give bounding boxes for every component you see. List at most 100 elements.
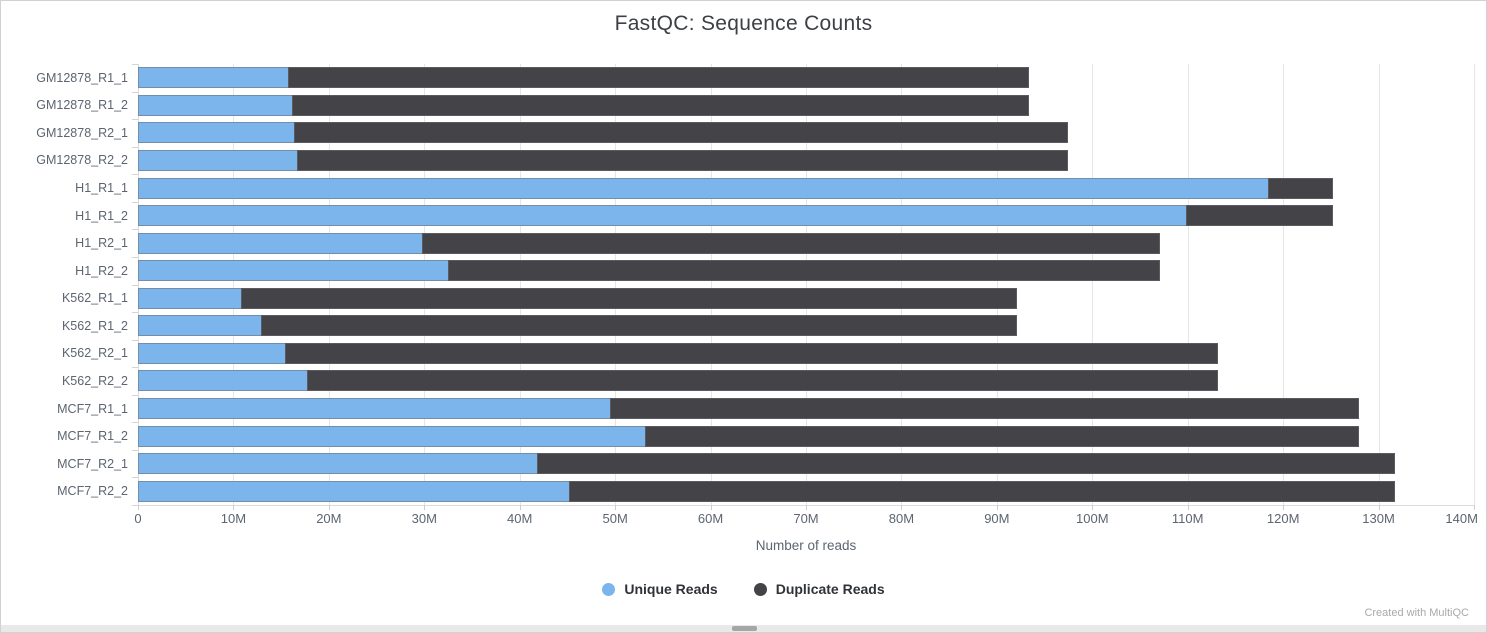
x-axis-title: Number of reads: [755, 538, 857, 553]
legend-marker-icon: [753, 582, 767, 596]
x-tickmark: [901, 505, 903, 510]
x-tickmark: [1283, 505, 1285, 510]
stacked-bar: [138, 398, 1360, 420]
x-tick-label: 110M: [1171, 511, 1204, 526]
y-axis-labels: GM12878_R1_1 GM12878_R1_2 GM12878_R2_1 GM12…: [1, 64, 128, 505]
y-axis-line: [138, 64, 139, 505]
horizontal-scrollbar-track[interactable]: [1, 625, 1486, 632]
x-tickmark: [1474, 505, 1475, 510]
x-tickmark: [233, 505, 235, 510]
x-tickmark: [424, 505, 426, 510]
bar-segment-unique-reads: [138, 480, 571, 502]
stacked-bar: [138, 287, 1017, 309]
stacked-bar: [138, 67, 1030, 89]
x-tick-label: 120M: [1266, 511, 1300, 526]
x-tick-label: 70M: [793, 511, 819, 526]
y-tickmark: [132, 64, 138, 65]
stacked-bar: [138, 260, 1160, 282]
y-axis-label: H1_R1_1: [75, 181, 128, 196]
x-tick-label: 40M: [507, 511, 533, 526]
bar-segment-duplicate-reads: [569, 480, 1395, 502]
stacked-bar: [138, 232, 1160, 254]
bar-row: [138, 119, 1474, 147]
y-tickmark: [132, 477, 138, 479]
x-tick-label: 100M: [1076, 511, 1109, 526]
stacked-bar: [138, 122, 1069, 144]
y-tickmark: [132, 146, 138, 148]
bar-segment-duplicate-reads: [536, 453, 1395, 475]
bar-row: [138, 450, 1474, 478]
bar-row: [138, 367, 1474, 395]
y-axis-label: K562_R1_1: [61, 291, 128, 306]
stacked-bar: [138, 149, 1069, 171]
bar-row: [138, 202, 1474, 230]
stacked-bar: [138, 205, 1333, 227]
bar-segment-unique-reads: [138, 425, 646, 447]
y-axis-label: GM12878_R2_2: [36, 153, 128, 168]
y-axis-label: MCF7_R1_1: [57, 401, 128, 416]
y-axis-label: MCF7_R2_1: [57, 456, 128, 471]
bar-segment-duplicate-reads: [287, 67, 1030, 89]
x-tick-label: 130M: [1362, 511, 1395, 526]
bar-segment-unique-reads: [138, 453, 538, 475]
x-tickmark: [519, 505, 521, 510]
y-tickmark: [132, 449, 138, 451]
gridline: [615, 64, 617, 505]
x-tickmark: [806, 505, 807, 510]
x-tickmark: [138, 505, 139, 510]
plot-area: [138, 64, 1475, 505]
bar-segment-unique-reads: [138, 94, 293, 116]
y-axis-label: H1_R2_1: [75, 236, 128, 251]
legend-marker-icon: [602, 582, 616, 596]
x-tickmark: [1187, 505, 1189, 510]
bar-segment-duplicate-reads: [644, 425, 1360, 447]
bar-row: [138, 285, 1474, 313]
gridline: [1474, 64, 1475, 505]
multiqc-watermark: Created with MultiQC: [1364, 607, 1469, 619]
stacked-bar: [138, 370, 1219, 392]
bar-segment-duplicate-reads: [261, 315, 1017, 337]
stacked-bar: [138, 342, 1219, 364]
gridline: [233, 64, 235, 505]
x-tick-label: 0: [134, 511, 142, 526]
bar-row: [138, 174, 1474, 202]
y-axis-label: H1_R1_2: [75, 208, 128, 223]
gridline: [710, 64, 712, 505]
stacked-bar: [138, 177, 1333, 199]
x-tickmark: [710, 505, 712, 510]
bar-row: [138, 422, 1474, 450]
bar-segment-duplicate-reads: [448, 260, 1160, 282]
bar-segment-unique-reads: [138, 260, 450, 282]
y-axis-label: GM12878_R1_1: [36, 70, 128, 85]
gridline: [806, 64, 807, 505]
x-tickmark: [1378, 505, 1380, 510]
horizontal-scrollbar-thumb[interactable]: [732, 626, 757, 631]
x-tickmark: [615, 505, 617, 510]
gridline: [1283, 64, 1285, 505]
x-tick-label: 80M: [888, 511, 915, 526]
y-tickmark: [132, 394, 138, 396]
x-tick-label: 30M: [411, 511, 437, 526]
y-tickmark: [132, 505, 138, 506]
legend-label: Duplicate Reads: [775, 581, 885, 597]
bar-segment-duplicate-reads: [294, 122, 1069, 144]
bar-segment-unique-reads: [138, 398, 612, 420]
y-tickmark: [132, 229, 138, 231]
y-tickmark: [132, 119, 138, 121]
legend-item-unique-reads: Unique Reads: [602, 581, 718, 597]
bar-segment-duplicate-reads: [297, 149, 1069, 171]
bar-segment-duplicate-reads: [1267, 177, 1333, 199]
y-axis-label: GM12878_R1_2: [36, 98, 128, 113]
y-tickmark: [132, 339, 138, 341]
y-axis-label: K562_R2_1: [61, 346, 128, 361]
legend-label: Unique Reads: [624, 581, 718, 597]
y-axis-label: MCF7_R2_2: [57, 484, 128, 499]
y-tickmark: [132, 422, 138, 424]
gridline: [901, 64, 903, 505]
bar-row: [138, 257, 1474, 285]
gridline: [424, 64, 426, 505]
y-tickmark: [132, 91, 138, 93]
gridline: [1092, 64, 1094, 505]
y-tickmark: [132, 284, 138, 286]
y-axis-label: K562_R1_2: [61, 318, 128, 333]
